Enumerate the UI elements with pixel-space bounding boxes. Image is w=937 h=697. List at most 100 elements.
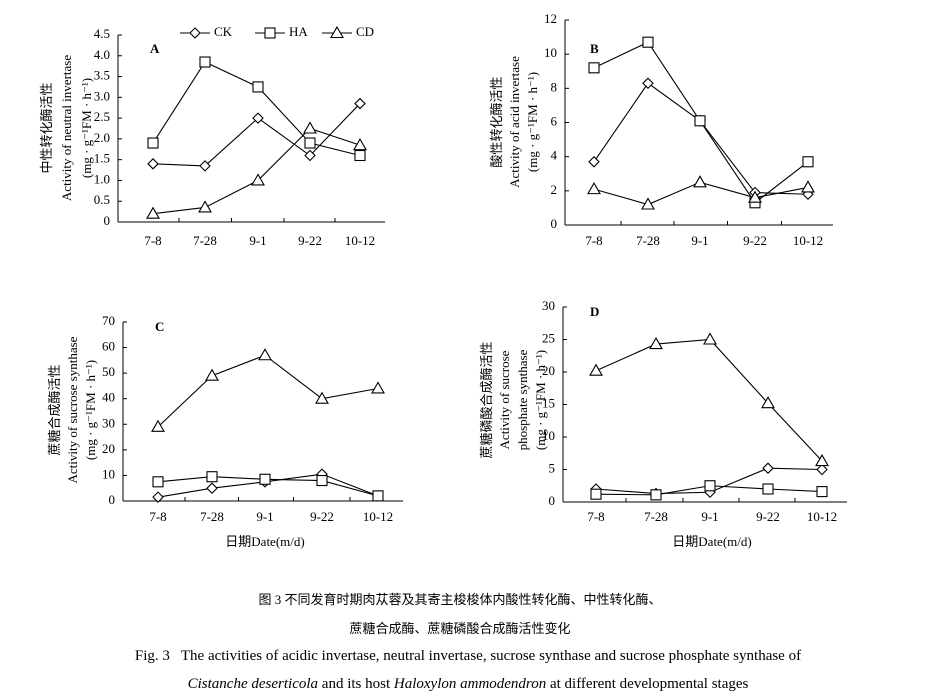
y-tick-label: 60 [102,339,115,354]
marker-diamond [199,160,211,172]
x-tick-label: 7-8 [144,233,161,248]
y-tick-label: 2.0 [94,130,110,145]
marker-diamond [642,77,654,89]
x-tick-label: 9-22 [298,233,322,248]
marker-diamond [189,27,201,39]
marker-triangle [151,419,165,432]
y-axis-label: 蔗糖合成酶活性 [47,364,62,455]
series-line [595,338,823,462]
x-tick-label: 9-1 [249,233,266,248]
x-tick-label: 10-12 [793,233,823,248]
y-tick-label: 0 [551,216,558,231]
y-tick-label: 20 [542,363,555,378]
caption-segment: Cistanche deserticola [188,676,318,692]
marker-triangle [251,173,265,186]
x-tick-label: 7-28 [636,233,660,248]
marker-square [264,27,276,39]
x-tick-label: 9-22 [310,509,334,524]
legend-label: CK [214,24,233,39]
marker-square [590,488,602,500]
marker-square [802,156,814,168]
x-tick-label: 7-8 [587,509,604,524]
y-axis-label: (mg · g⁻¹FM · h⁻¹) [533,350,548,450]
caption-segment: Haloxylon ammodendron [393,676,546,692]
y-tick-label: 0 [549,493,556,508]
y-tick-label: 3.5 [94,68,110,83]
y-axis-label: (mg · g⁻¹FM · h⁻¹) [79,78,94,178]
marker-diamond [816,463,828,476]
caption-en: Cistanche deserticola and its host Halox… [188,676,749,692]
y-tick-label: 1.5 [94,151,110,166]
x-tick-label: 9-22 [743,233,767,248]
panel-label: D [590,304,599,319]
y-axis-label: 酸性转化酶活性 [489,76,504,167]
marker-square [588,62,600,74]
y-tick-label: 15 [542,395,555,410]
x-axis-label: 日期Date(m/d) [672,534,751,549]
y-axis-label: (mg · g⁻¹FM · h⁻¹) [525,72,540,172]
y-axis-label: Activity of sucrose [497,350,512,449]
marker-triangle [258,348,272,361]
y-axis-label: 中性转化酶活性 [39,82,54,173]
y-axis-label: (mg · g⁻¹FM · h⁻¹) [83,360,98,460]
caption-zh: 蔗糖合成酶、蔗糖磷酸合成酶活性变化 [349,621,570,636]
y-tick-label: 12 [544,11,557,26]
marker-triangle [641,197,655,210]
y-axis-label: 蔗糖磷酸合成酶活性 [479,341,494,458]
marker-triangle [205,368,219,381]
caption-en: Fig. 3 The activities of acidic invertas… [135,648,801,664]
marker-triangle [761,396,775,409]
y-axis-label: Activity of neutral invertase [59,55,74,201]
y-tick-label: 0 [109,492,116,507]
series-line [157,354,379,428]
marker-diamond [147,158,159,170]
y-tick-label: 0.5 [94,192,110,207]
marker-triangle [815,453,829,467]
y-tick-label: 5 [549,460,556,475]
x-tick-label: 9-1 [256,509,273,524]
y-tick-label: 2 [551,182,558,197]
marker-square [762,483,774,495]
marker-triangle [146,206,160,219]
x-tick-label: 9-1 [701,509,718,524]
x-tick-label: 9-1 [691,233,708,248]
marker-diamond [252,112,264,124]
marker-triangle [589,363,603,376]
y-tick-label: 10 [102,466,115,481]
caption-segment: and its host [318,676,394,692]
caption-segment: Fig. 3 The activities of acidic invertas… [135,648,801,664]
marker-triangle [693,175,707,188]
y-tick-label: 8 [551,79,558,94]
caption-zh: 图 3 不同发育时期肉苁蓉及其寄主梭梭体内酸性转化酶、中性转化酶、 [258,592,661,607]
y-tick-label: 0 [104,213,111,228]
y-tick-label: 2.5 [94,109,110,124]
marker-triangle [303,121,317,134]
x-tick-label: 10-12 [363,509,393,524]
marker-triangle [198,200,212,213]
marker-triangle [330,25,344,39]
marker-triangle [315,391,329,404]
y-tick-label: 4 [551,148,558,163]
y-tick-label: 20 [102,441,115,456]
y-tick-label: 4.0 [94,47,110,62]
marker-square [372,490,384,502]
x-tick-label: 7-28 [200,509,224,524]
marker-square [259,473,271,485]
marker-square [704,480,716,492]
x-tick-label: 10-12 [807,509,837,524]
marker-square [354,149,366,162]
legend-label: HA [289,24,308,39]
marker-triangle [371,381,385,394]
marker-square [304,137,316,149]
y-tick-label: 40 [102,390,115,405]
marker-square [642,36,654,48]
panel-label: B [590,41,599,56]
y-tick-label: 10 [544,45,557,60]
x-tick-label: 10-12 [345,233,375,248]
y-tick-label: 3.0 [94,88,110,103]
marker-square [252,81,264,93]
y-tick-label: 30 [102,415,115,430]
marker-square [694,115,706,127]
